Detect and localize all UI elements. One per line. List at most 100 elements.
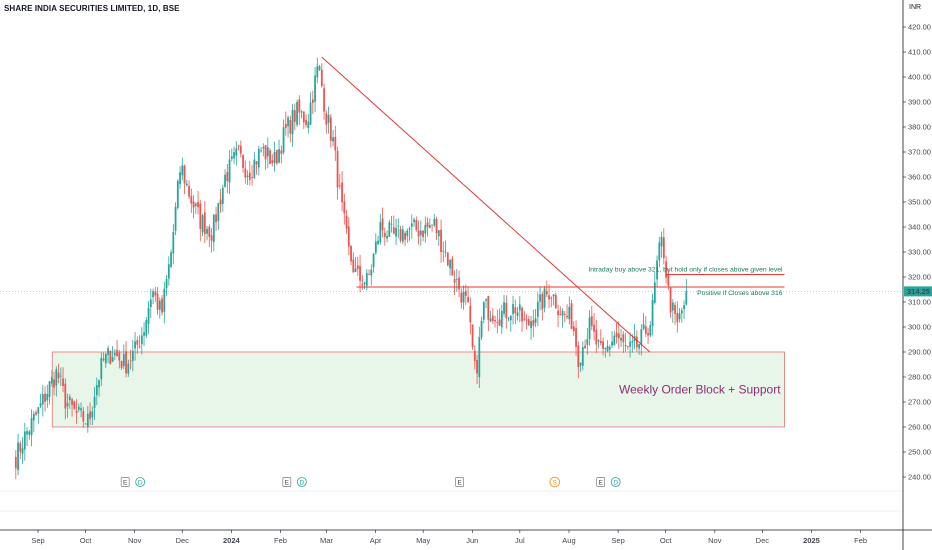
earnings-icon[interactable] — [120, 477, 130, 487]
candle-body — [593, 324, 595, 332]
candle-body — [84, 423, 87, 425]
candle-body — [305, 119, 307, 125]
candle-body — [350, 245, 352, 262]
trendline[interactable] — [321, 56, 651, 353]
candle-body — [219, 199, 222, 205]
candle-body — [323, 88, 325, 112]
candle-body — [172, 231, 175, 254]
candle-body — [316, 66, 319, 78]
candle-body — [147, 308, 150, 324]
candle-body — [550, 297, 553, 299]
candle-body — [143, 332, 145, 336]
candle-body — [300, 111, 303, 113]
candle-body — [359, 266, 361, 281]
candle-body — [534, 318, 537, 323]
candle-body — [631, 341, 634, 343]
candle-body — [514, 307, 517, 314]
candle-body — [523, 318, 526, 320]
candle-body — [685, 291, 688, 305]
x-tick-label: Sep — [31, 536, 44, 545]
candle-body — [662, 237, 665, 259]
candle-body — [298, 99, 301, 113]
candle-body — [559, 314, 562, 316]
candle-body — [145, 320, 148, 336]
candle-body — [642, 324, 645, 329]
candle-body — [624, 344, 627, 347]
x-tick-label: Dec — [756, 536, 770, 545]
y-tick-label: 320.00 — [908, 273, 931, 282]
earnings-icon[interactable] — [596, 477, 606, 487]
candle-body — [221, 187, 224, 204]
candle-body — [422, 230, 424, 238]
candle-body — [568, 306, 571, 320]
candle-body — [242, 155, 244, 168]
candle-body — [415, 219, 418, 230]
last-price-value: 314.25 — [907, 287, 930, 296]
candles-layer — [14, 57, 688, 480]
y-tick-label: 360.00 — [908, 173, 931, 182]
earnings-icon[interactable] — [282, 477, 292, 487]
candle-body — [683, 305, 685, 310]
candle-body — [579, 362, 582, 366]
dividend-icon[interactable] — [135, 477, 146, 487]
currency-label: INR — [909, 4, 922, 11]
candle-body — [41, 394, 44, 405]
y-tick-label: 280.00 — [908, 373, 931, 382]
candle-body — [440, 229, 442, 253]
candle-body — [152, 291, 154, 298]
candle-body — [98, 380, 100, 388]
candle-body — [167, 264, 170, 279]
dividend-icon[interactable] — [296, 477, 307, 487]
candle-body — [345, 215, 348, 229]
candle-body — [19, 443, 22, 452]
candle-body — [399, 228, 402, 241]
candle-body — [68, 396, 71, 401]
split-icon[interactable] — [549, 476, 560, 488]
candle-body — [458, 277, 460, 290]
candle-body — [37, 407, 40, 414]
candle-body — [397, 225, 400, 227]
candle-body — [620, 337, 622, 341]
candle-body — [613, 335, 616, 346]
candle-body — [381, 218, 384, 231]
candle-body — [516, 312, 519, 316]
y-tick-label: 330.00 — [908, 248, 931, 257]
annotation-lines-layer: Intraday buy above 321, but hold only if… — [0, 56, 903, 353]
candle-body — [489, 318, 492, 322]
candle-body — [667, 274, 670, 286]
candle-body — [665, 261, 667, 278]
candle-body — [408, 228, 411, 230]
candle-body — [77, 406, 80, 410]
candle-body — [487, 296, 490, 320]
y-tick-label: 400.00 — [908, 73, 931, 82]
candle-body — [233, 152, 235, 159]
candle-body — [93, 396, 96, 408]
candle-body — [651, 299, 654, 326]
candle-body — [307, 121, 310, 129]
dividend-icon[interactable] — [610, 477, 621, 487]
candle-body — [507, 318, 510, 320]
candle-body — [237, 145, 240, 147]
earnings-icon[interactable] — [455, 477, 464, 487]
candle-body — [275, 149, 278, 164]
candle-body — [170, 252, 172, 267]
y-tick-label: 240.00 — [908, 473, 931, 482]
candle-body — [539, 294, 541, 302]
candle-body — [278, 149, 280, 163]
candle-body — [188, 185, 190, 197]
candle-body — [14, 457, 17, 469]
candle-body — [125, 351, 127, 374]
candle-body — [50, 377, 53, 384]
candle-body — [39, 403, 42, 407]
candle-body — [554, 295, 557, 309]
candle-body — [230, 156, 233, 159]
candle-body — [64, 383, 67, 409]
candle-body — [417, 230, 420, 237]
x-tick-label: Feb — [274, 536, 287, 545]
order-block-layer: Weekly Order Block + Support — [51, 351, 785, 428]
candle-body — [46, 393, 49, 401]
candle-body — [365, 272, 368, 286]
candle-body — [680, 310, 683, 314]
